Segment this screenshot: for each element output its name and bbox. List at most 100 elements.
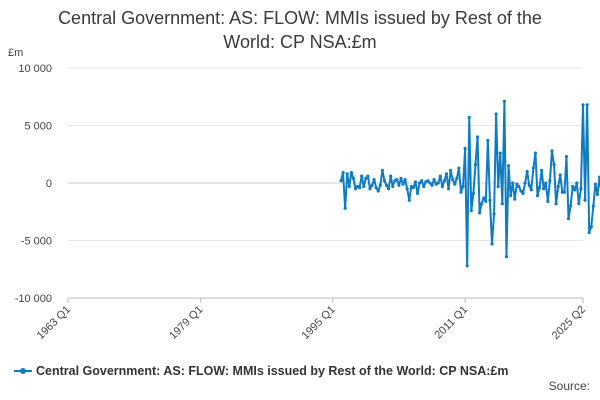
data-point[interactable] [432, 177, 436, 182]
data-point[interactable] [506, 164, 511, 168]
data-point[interactable] [428, 181, 432, 185]
data-point[interactable] [471, 191, 475, 195]
data-point[interactable] [597, 175, 600, 179]
data-point[interactable] [469, 209, 473, 213]
data-point[interactable] [374, 186, 378, 190]
data-point[interactable] [517, 184, 521, 189]
data-point[interactable] [339, 179, 343, 183]
data-point[interactable] [438, 174, 442, 178]
data-point[interactable] [488, 198, 492, 202]
data-point[interactable] [593, 182, 598, 186]
data-point[interactable] [591, 204, 595, 208]
data-point[interactable] [446, 187, 451, 191]
data-point[interactable] [579, 187, 583, 191]
data-point[interactable] [480, 202, 484, 206]
data-point[interactable] [467, 115, 471, 120]
data-point[interactable] [581, 103, 585, 107]
data-point[interactable] [444, 172, 449, 176]
data-point[interactable] [420, 179, 424, 183]
data-point[interactable] [484, 199, 488, 203]
data-point[interactable] [418, 181, 422, 185]
data-point[interactable] [366, 174, 370, 178]
data-point[interactable] [504, 255, 509, 259]
data-point[interactable] [353, 187, 358, 191]
data-point[interactable] [430, 183, 434, 187]
data-point[interactable] [492, 212, 496, 216]
data-point[interactable] [568, 204, 573, 208]
data-point[interactable] [525, 169, 529, 174]
data-point[interactable] [482, 196, 486, 200]
data-point[interactable] [372, 177, 376, 182]
data-point[interactable] [595, 192, 600, 197]
data-point[interactable] [513, 197, 517, 201]
data-point[interactable] [575, 181, 579, 185]
data-point[interactable] [502, 99, 507, 103]
data-point[interactable] [500, 202, 504, 206]
data-point[interactable] [475, 135, 480, 139]
data-point[interactable] [537, 186, 542, 190]
data-point[interactable] [384, 183, 389, 187]
data-point[interactable] [515, 182, 519, 186]
data-point[interactable] [405, 187, 409, 191]
data-point[interactable] [440, 184, 444, 189]
data-point[interactable] [589, 225, 593, 229]
data-point[interactable] [349, 171, 353, 175]
data-point[interactable] [529, 188, 533, 192]
data-point[interactable] [382, 179, 387, 183]
data-point[interactable] [486, 138, 490, 143]
data-point[interactable] [426, 179, 430, 183]
data-point[interactable] [558, 173, 562, 177]
data-point[interactable] [564, 154, 569, 159]
data-point[interactable] [511, 181, 515, 185]
data-point[interactable] [546, 199, 550, 203]
data-point[interactable] [473, 163, 478, 167]
data-point[interactable] [378, 183, 382, 187]
data-point[interactable] [548, 179, 552, 183]
data-point[interactable] [477, 211, 482, 215]
data-point[interactable] [395, 177, 399, 182]
data-point[interactable] [542, 187, 546, 191]
data-point[interactable] [362, 184, 366, 189]
data-point[interactable] [360, 174, 364, 178]
data-point[interactable] [521, 191, 525, 195]
data-point[interactable] [347, 184, 351, 189]
data-point[interactable] [571, 184, 575, 189]
data-point[interactable] [496, 184, 500, 189]
data-point[interactable] [442, 179, 447, 183]
data-point[interactable] [544, 181, 548, 185]
data-point[interactable] [341, 171, 345, 175]
data-point[interactable] [351, 176, 356, 180]
data-point[interactable] [386, 187, 391, 191]
data-point[interactable] [345, 172, 349, 176]
data-point[interactable] [562, 190, 566, 194]
data-point[interactable] [457, 166, 461, 170]
data-point[interactable] [523, 181, 527, 185]
data-point[interactable] [401, 182, 405, 186]
data-point[interactable] [556, 184, 560, 189]
data-point[interactable] [415, 191, 420, 195]
data-point[interactable] [399, 176, 403, 180]
data-point[interactable] [389, 174, 393, 178]
data-point[interactable] [533, 151, 538, 155]
data-point[interactable] [376, 189, 380, 193]
data-point[interactable] [552, 163, 556, 167]
data-point[interactable] [540, 168, 544, 172]
data-point[interactable] [573, 188, 577, 192]
data-point[interactable] [587, 230, 591, 235]
data-point[interactable] [535, 194, 540, 198]
data-point[interactable] [413, 180, 418, 184]
data-point[interactable] [397, 183, 401, 187]
data-point[interactable] [531, 166, 535, 170]
data-point[interactable] [583, 198, 587, 202]
data-point[interactable] [411, 186, 415, 190]
data-point[interactable] [459, 190, 463, 194]
legend[interactable]: Central Government: AS: FLOW: MMIs issue… [14, 364, 509, 378]
data-point[interactable] [585, 103, 589, 107]
data-point[interactable] [380, 168, 384, 172]
data-point[interactable] [494, 112, 498, 116]
data-point[interactable] [368, 187, 372, 191]
data-point[interactable] [364, 176, 368, 180]
data-point[interactable] [498, 151, 502, 155]
data-point[interactable] [465, 264, 469, 268]
data-point[interactable] [391, 184, 395, 189]
